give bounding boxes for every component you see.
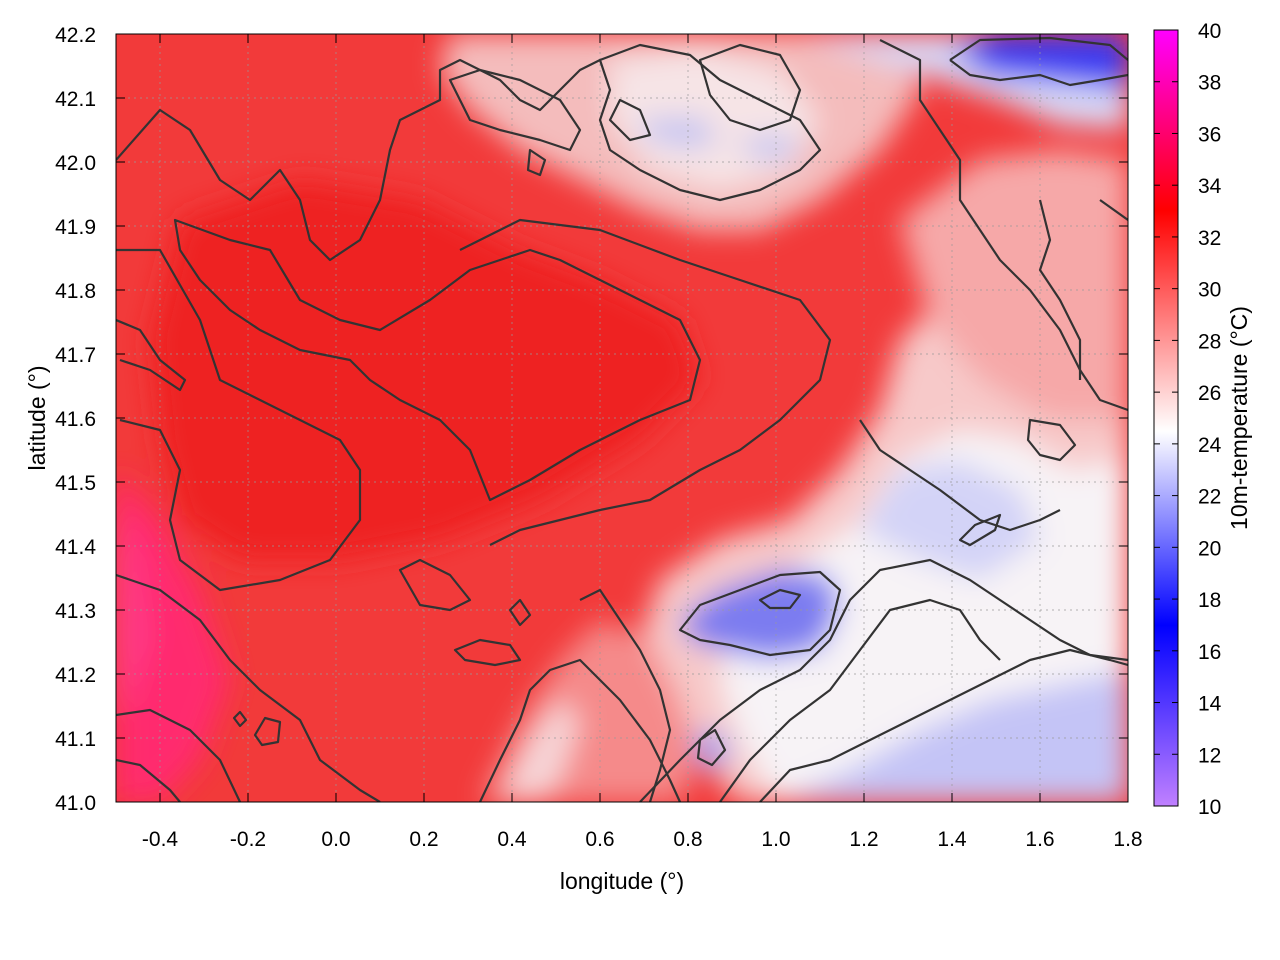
region-southwest-hot-core [116, 500, 150, 720]
x-tick-label: 0.4 [497, 828, 527, 851]
region-central-core [150, 180, 700, 560]
colorbar: 10 12 14 16 18 20 22 24 26 28 30 32 34 36 38 40 10m-tem… [1153, 20, 1252, 819]
colorbar-tick-label: 40 [1198, 20, 1221, 43]
colorbar-tick-label: 24 [1198, 434, 1222, 457]
x-tick-label: 0.0 [321, 828, 350, 851]
x-tick-label: 1.0 [761, 828, 790, 851]
contour-blue-patch-2 [758, 588, 802, 610]
y-axis-title: latitude (°) [24, 365, 50, 470]
contour-coast-1 [639, 558, 1128, 802]
colorbar-tick-label: 32 [1198, 227, 1221, 250]
contour-lines [116, 36, 1128, 802]
x-tick-label: 1.4 [937, 828, 967, 851]
colorbar-title: 10m-temperature (°C) [1226, 306, 1252, 530]
colorbar-tick-label: 20 [1198, 537, 1221, 560]
y-tick-label: 41.0 [55, 792, 96, 815]
x-tick-label: -0.2 [230, 828, 266, 851]
colorbar-tick-label: 34 [1198, 175, 1222, 198]
contour-west-1 [116, 318, 187, 392]
colorbar-tick-label: 30 [1198, 279, 1221, 302]
contour-sw-3 [116, 758, 181, 802]
contour-east-interior [859, 419, 1061, 532]
x-axis: -0.4 -0.2 0.0 0.2 0.4 0.6 0.8 1.0 1.2 1.4 1.6 1.8 [142, 34, 1143, 851]
contour-central-wide [116, 218, 832, 592]
region-southwest-hot [116, 470, 230, 802]
contour-mid-2 [508, 598, 532, 627]
region-east-bluish [860, 460, 1040, 580]
y-tick-label: 41.5 [55, 472, 96, 495]
contour-north-loop-1 [448, 68, 582, 152]
colorbar-tick-label: 26 [1198, 382, 1221, 405]
x-tick-label: 1.2 [849, 828, 878, 851]
contour-ne-loop [949, 36, 1128, 87]
colorbar-tick-label: 12 [1198, 744, 1221, 767]
contour-sw-small-loop [232, 710, 248, 728]
contour-sw-loop [253, 716, 282, 747]
contour-valley-2 [579, 588, 672, 802]
contour-north-loop-2 [598, 43, 822, 202]
y-tick-label: 41.7 [55, 344, 96, 367]
contour-east-interior-2 [958, 513, 1002, 547]
contour-central-core [173, 218, 702, 502]
y-tick-label: 42.2 [55, 24, 96, 47]
contour-coast-2 [719, 598, 1001, 802]
colorbar-tick-label: 18 [1198, 589, 1221, 612]
x-tick-label: 0.8 [673, 828, 702, 851]
contour-valley [479, 658, 682, 802]
colorbar-tick-label: 16 [1198, 641, 1221, 664]
contour-coast-3 [759, 648, 1128, 802]
y-tick-label: 41.4 [55, 536, 96, 559]
contour-north-loop-3 [698, 43, 802, 132]
contour-northern-upland [116, 58, 601, 262]
colorbar-ticks: 10 12 14 16 18 20 22 24 26 28 30 32 34 36 38 40 [1154, 20, 1222, 819]
contour-blue-patch-1 [678, 570, 842, 657]
y-tick-label: 42.0 [55, 152, 96, 175]
contour-north-loop-5 [526, 148, 547, 177]
y-tick-label: 41.6 [55, 408, 96, 431]
colorbar-tick-label: 14 [1198, 693, 1222, 716]
x-tick-label: 0.2 [409, 828, 438, 851]
colorbar-gradient [1153, 29, 1179, 807]
region-northeast-blue [950, 34, 1128, 90]
x-axis-title: longitude (°) [560, 868, 684, 894]
y-tick-label: 41.9 [55, 216, 96, 239]
heatmap-regions [116, 34, 1128, 802]
contour-east-loop [1026, 418, 1077, 462]
contour-sw-2 [116, 708, 241, 802]
y-axis: 41.0 41.1 41.2 41.3 41.4 41.5 41.6 41.7 41.8 41.9… [55, 24, 1128, 815]
y-tick-label: 41.1 [55, 728, 96, 751]
contour-blue-patch-3 [696, 728, 727, 767]
region-sea [780, 670, 1128, 802]
x-tick-label: 0.6 [585, 828, 614, 851]
colorbar-tick-label: 22 [1198, 486, 1221, 509]
region-north-bluish [640, 118, 720, 148]
y-tick-label: 42.1 [55, 88, 96, 111]
colorbar-tick-label: 10 [1198, 796, 1221, 819]
region-coastal-blue [680, 570, 840, 660]
y-tick-label: 41.2 [55, 664, 96, 687]
contour-sw-1 [116, 573, 381, 802]
contour-mid-1 [398, 558, 472, 612]
x-tick-label: 1.8 [1113, 828, 1142, 851]
contour-mid-3 [453, 638, 522, 667]
x-tick-label: 1.6 [1025, 828, 1054, 851]
y-tick-label: 41.8 [55, 280, 96, 303]
region-central-valley-white [500, 700, 580, 802]
colorbar-tick-label: 38 [1198, 72, 1221, 95]
contour-north-loop-4 [608, 98, 652, 142]
x-tick-label: -0.4 [142, 828, 179, 851]
colorbar-tick-label: 28 [1198, 330, 1221, 353]
colorbar-tick-label: 36 [1198, 123, 1221, 146]
region-north-bluish-2 [735, 135, 800, 160]
contour-east-1 [1038, 199, 1128, 380]
y-tick-label: 41.3 [55, 600, 96, 623]
